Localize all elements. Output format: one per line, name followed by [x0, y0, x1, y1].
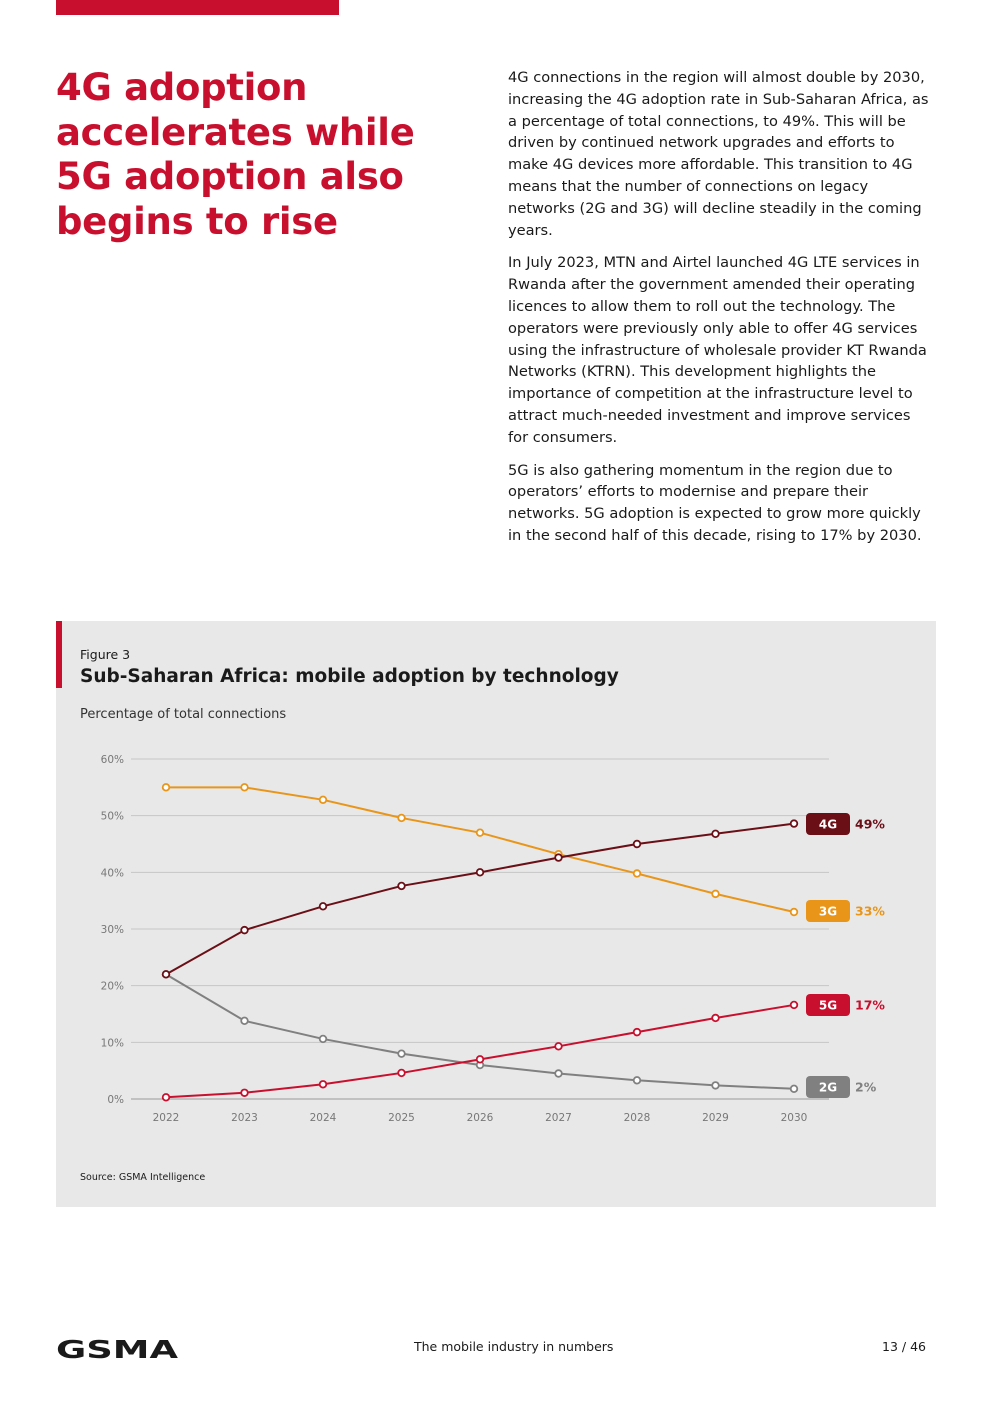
data-point-4g: [240, 925, 249, 935]
data-point-3g: [789, 907, 799, 917]
y-tick-label: 40%: [101, 867, 124, 879]
top-accent-bar: [56, 0, 339, 15]
data-point-4g: [397, 881, 406, 891]
data-point-5g: [789, 1000, 799, 1010]
data-point-4g: [632, 839, 642, 849]
data-point-2g: [789, 1084, 799, 1093]
y-tick-label: 30%: [101, 924, 124, 936]
x-tick-label: 2027: [545, 1112, 572, 1124]
data-point-5g: [711, 1013, 720, 1023]
data-point-4g: [711, 829, 720, 838]
series-tag-5g: [806, 994, 850, 1016]
figure-title: Sub-Saharan Africa: mobile adoption by t…: [80, 666, 619, 687]
figure-source: Source: GSMA Intelligence: [80, 1172, 206, 1183]
x-tick-label: 2029: [702, 1112, 729, 1124]
paragraph-1: 4G connections in the region will almost…: [508, 69, 929, 239]
x-tick-label: 2028: [624, 1112, 651, 1124]
series-tag-label: 2G: [819, 1081, 837, 1095]
data-point-2g: [554, 1069, 563, 1078]
y-tick-label: 20%: [101, 981, 124, 993]
x-tick-label: 2024: [310, 1112, 337, 1124]
page-number: 13 / 46: [882, 1339, 926, 1354]
data-point-5g: [632, 1027, 642, 1037]
data-point-4g: [161, 970, 171, 979]
series-tag-label: 3G: [819, 905, 837, 919]
data-point-4g: [789, 819, 799, 828]
data-point-3g: [161, 783, 171, 792]
data-point-3g: [711, 889, 720, 899]
series-tag-label: 5G: [819, 999, 837, 1013]
y-tick-label: 0%: [107, 1094, 124, 1106]
x-tick-label: 2030: [781, 1112, 808, 1124]
body-text: 4G connections in the region will almost…: [508, 67, 933, 558]
figure-accent-bar: [56, 621, 62, 688]
data-point-5g: [240, 1088, 249, 1097]
paragraph-3: 5G is also gathering momentum in the reg…: [508, 461, 922, 544]
series-tag-4g: [806, 813, 850, 835]
data-point-5g: [397, 1068, 406, 1078]
data-point-5g: [554, 1042, 563, 1051]
page-heading: 4G adoption accelerates while 5G adoptio…: [56, 66, 415, 243]
data-point-3g: [397, 813, 406, 823]
series-end-value: 49%: [855, 817, 885, 832]
x-tick-label: 2022: [153, 1112, 180, 1124]
data-point-4g: [554, 853, 563, 862]
series-line-2g: [165, 973, 795, 1090]
data-point-2g: [632, 1076, 642, 1085]
data-point-3g: [475, 828, 485, 837]
data-point-4g: [318, 902, 328, 911]
series-tag-label: 4G: [819, 818, 837, 832]
data-point-5g: [161, 1093, 171, 1102]
svg-text:GSMA: GSMA: [56, 1338, 178, 1360]
figure-label: Figure 3: [80, 647, 131, 662]
y-tick-label: 10%: [101, 1037, 124, 1049]
data-point-2g: [711, 1081, 720, 1090]
y-tick-label: 50%: [101, 811, 124, 823]
data-point-2g: [318, 1034, 328, 1044]
data-point-4g: [475, 868, 485, 877]
line-chart: 0% 10% 20% 30% 40% 50% 60% 2022 2023 2024 2025 2026…: [101, 754, 886, 1124]
y-tick-label: 60%: [101, 754, 124, 766]
data-point-5g: [318, 1080, 328, 1089]
data-point-2g: [397, 1049, 406, 1058]
series-tag-3g: [806, 900, 850, 922]
data-point-3g: [318, 795, 328, 804]
series-tag-2g: [806, 1076, 850, 1098]
footer-title: The mobile industry in numbers: [414, 1339, 614, 1354]
x-tick-label: 2023: [231, 1112, 258, 1124]
data-point-2g: [240, 1016, 249, 1025]
series-line-4g: [165, 822, 795, 976]
data-point-5g: [475, 1055, 485, 1064]
series-line-3g: [166, 786, 795, 913]
paragraph-2: In July 2023, MTN and Airtel launched 4G…: [508, 254, 927, 446]
series-end-value: 17%: [855, 998, 885, 1013]
x-tick-label: 2025: [388, 1112, 415, 1124]
x-tick-label: 2026: [467, 1112, 494, 1124]
figure-subtitle: Percentage of total connections: [80, 707, 287, 722]
series-end-value: 2%: [855, 1080, 877, 1095]
figure-panel: [56, 621, 936, 1207]
data-point-3g: [632, 869, 642, 878]
series-end-value: 33%: [855, 904, 885, 919]
gsma-logo: GSMA: [56, 1338, 178, 1360]
data-point-3g: [240, 783, 249, 792]
